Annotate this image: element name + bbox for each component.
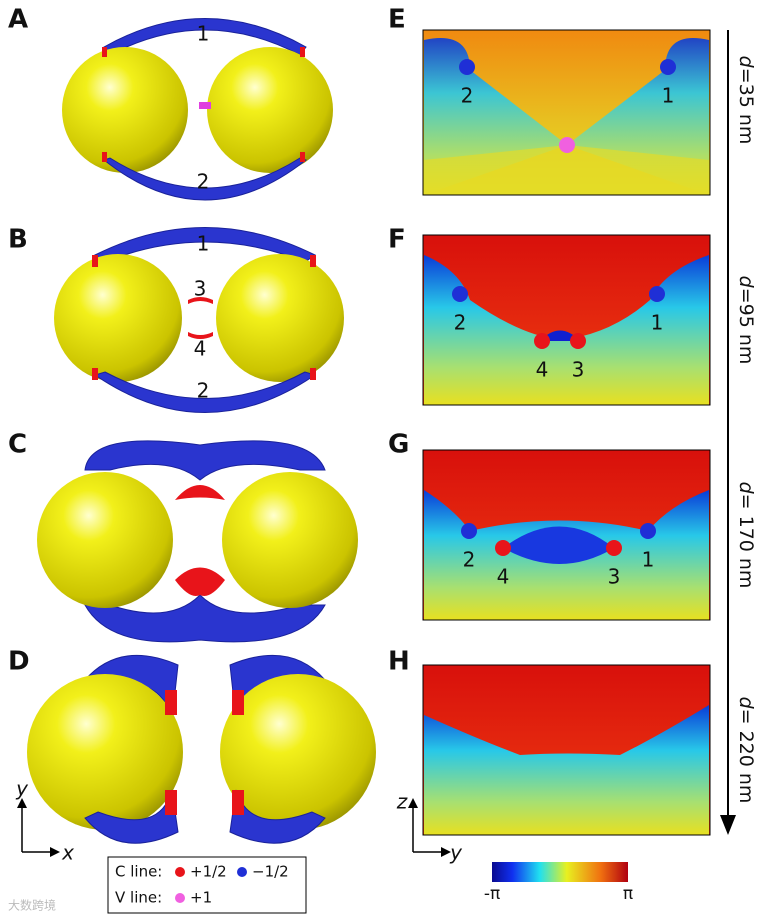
point-label: 1 [642,548,655,572]
panel-d [27,654,376,844]
field-f [422,234,711,406]
left-axes [17,798,60,857]
panel-label: C [8,430,27,460]
c-line [84,440,326,481]
legend-dot [175,867,185,877]
sphere [54,254,182,382]
sphere [216,254,344,382]
distance-value: = 220 nm [736,709,758,804]
distance-symbol: d [736,56,758,69]
legend-text: V line: [115,889,162,907]
point-label: 2 [463,548,476,572]
point-label: 3 [608,565,621,589]
defect-point [534,333,550,349]
defect-point [640,523,656,539]
legend-box [107,856,307,914]
axis-label: z [396,790,408,814]
axis-label: x [61,841,74,865]
defect-point [606,540,622,556]
field-h [422,664,711,836]
axis-label: y [15,777,29,801]
distance-symbol: d [736,482,758,495]
distance-label: d= 220 nm [736,697,758,804]
colorbar-label: π [623,884,633,904]
panel-label: H [388,647,410,677]
point-label: 4 [536,358,549,382]
v-line [199,102,211,109]
legend-text: C line: [115,863,162,881]
defect-point [495,540,511,556]
point-label: 2 [461,84,474,108]
defect-point [649,286,665,302]
panel-a [62,18,333,201]
defect-point [452,286,468,302]
panel-label: A [8,5,28,35]
right-axes [408,798,451,857]
c-line [84,594,326,643]
watermark: 大数跨境 [8,898,56,913]
panel-b [54,227,344,413]
distance-label: d= 170 nm [736,482,758,589]
line-number: 2 [197,170,210,194]
panel-label: G [388,430,409,460]
colorbar-label: -π [484,884,500,904]
legend-dot [175,893,185,903]
legend-dot [237,867,247,877]
distance-label: d=35 nm [736,56,758,145]
caps [165,690,244,815]
distance-value: = 170 nm [736,494,758,589]
sphere [207,47,333,173]
line-number: 1 [197,232,210,256]
panel-c [37,440,358,643]
panel-label: D [8,647,30,677]
caps [175,485,225,596]
defect-point [559,137,575,153]
legend-text: −1/2 [252,863,289,881]
distance-symbol: d [736,697,758,710]
defect-point [461,523,477,539]
point-label: 1 [651,311,664,335]
sphere [27,674,183,830]
defect-point [570,333,586,349]
defect-point [459,59,475,75]
sphere [222,472,358,608]
line-number: 2 [197,379,210,403]
point-label: 3 [572,358,585,382]
panel-label: B [8,225,28,255]
panel-label: E [388,5,406,35]
legend-text: +1/2 [190,863,227,881]
distance-value: =95 nm [736,288,758,365]
field-e [422,29,711,196]
distance-value: =35 nm [736,68,758,145]
axis-label: y [449,841,463,865]
distance-symbol: d [736,276,758,289]
sphere [37,472,173,608]
line-number: 1 [197,22,210,46]
sphere [220,674,376,830]
point-label: 1 [662,84,675,108]
legend-text: +1 [190,889,212,907]
colorbar [492,862,628,882]
arrow-head [720,815,736,835]
defect-point [660,59,676,75]
point-label: 2 [454,311,467,335]
point-label: 4 [497,565,510,589]
sphere [62,47,188,173]
distance-label: d=95 nm [736,276,758,365]
panel-label: F [388,225,406,255]
line-number: 3 [194,277,207,301]
line-number: 4 [194,337,207,361]
